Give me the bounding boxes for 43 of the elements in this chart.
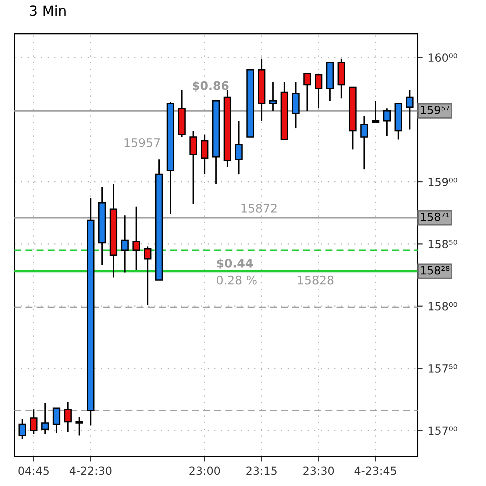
candlestick bbox=[360, 115, 368, 170]
x-tick-label: 23:00 bbox=[190, 466, 220, 476]
candlestick bbox=[190, 130, 198, 206]
candlestick bbox=[30, 408, 38, 436]
candlestick bbox=[42, 402, 50, 436]
candlestick bbox=[338, 58, 346, 100]
annotation: $0.44 bbox=[217, 258, 254, 270]
candlestick bbox=[132, 206, 140, 271]
candlestick bbox=[18, 418, 26, 440]
candlestick bbox=[406, 89, 414, 130]
y-tick-label: 158⁵⁰ bbox=[428, 240, 458, 249]
candlestick bbox=[235, 120, 243, 176]
y-tick-label: 157⁰⁰ bbox=[428, 426, 458, 436]
candlestick bbox=[383, 108, 392, 137]
candlestick bbox=[315, 73, 323, 110]
candlestick bbox=[64, 401, 72, 433]
ref-line-label: 159⁵⁷ bbox=[421, 106, 450, 114]
annotation: 15872 bbox=[242, 204, 277, 213]
chart-title: 3 Min bbox=[30, 5, 66, 16]
candlestick bbox=[76, 416, 84, 436]
ref-line-label: 158⁷¹ bbox=[421, 212, 450, 222]
candlestick bbox=[52, 408, 61, 434]
annotation: 0.28 % bbox=[217, 276, 257, 285]
y-tick-label: 159⁰⁰ bbox=[428, 178, 458, 186]
candlestick bbox=[304, 73, 312, 112]
candlestick bbox=[121, 214, 129, 274]
y-tick-label: 158⁰⁰ bbox=[428, 302, 458, 311]
candlestick bbox=[201, 134, 209, 176]
annotation: 15828 bbox=[298, 276, 334, 285]
candlestick bbox=[269, 82, 278, 112]
y-tick-label: 157⁵⁰ bbox=[428, 364, 458, 373]
y-tick-label: 160⁰⁰ bbox=[428, 54, 458, 62]
annotation: $0.86 bbox=[192, 81, 229, 92]
x-tick-label: 23:15 bbox=[246, 466, 277, 476]
candlestick bbox=[144, 246, 152, 306]
annotation: 15957 bbox=[124, 138, 160, 148]
ref-line-label: 158²⁸ bbox=[421, 266, 450, 275]
x-tick-label: 04:45 bbox=[18, 466, 49, 476]
x-tick-label: 4-23:45 bbox=[354, 466, 396, 476]
candlestick bbox=[372, 100, 380, 124]
x-tick-label: 23:30 bbox=[304, 466, 334, 476]
candlestick bbox=[292, 82, 300, 130]
x-tick-label: 4-22:30 bbox=[70, 466, 112, 476]
